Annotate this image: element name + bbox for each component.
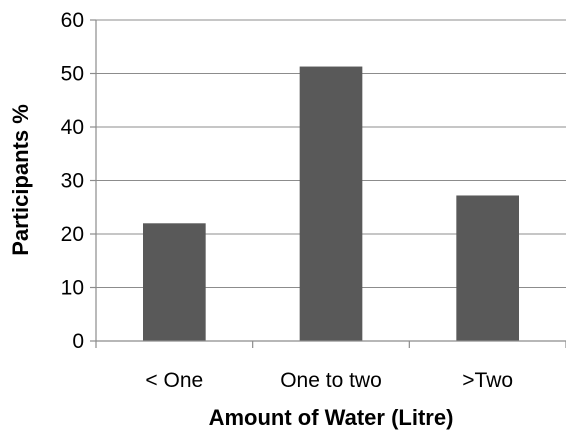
y-tick-label: 20: [61, 223, 84, 246]
y-tick-label: 50: [61, 63, 84, 86]
x-tick-label: < One: [145, 369, 203, 392]
y-tick-label: 60: [61, 9, 84, 32]
y-tick-label: 40: [61, 116, 84, 139]
y-tick-label: 10: [61, 277, 84, 300]
y-tick-label: 30: [61, 170, 84, 193]
bars: [143, 66, 519, 342]
y-axis-title: Participants %: [8, 104, 33, 256]
x-tick-labels: < One One to two >Two: [145, 369, 513, 392]
x-tick-label: >Two: [462, 369, 513, 392]
bar: [143, 223, 206, 341]
bar: [299, 66, 363, 342]
y-tick-labels: 0 10 20 30 40 50 60: [61, 9, 84, 353]
x-tick-label: One to two: [280, 369, 382, 392]
bar: [456, 195, 519, 341]
y-tick-label: 0: [72, 330, 84, 353]
x-axis-title: Amount of Water (Litre): [209, 405, 454, 430]
axes: [90, 19, 566, 348]
